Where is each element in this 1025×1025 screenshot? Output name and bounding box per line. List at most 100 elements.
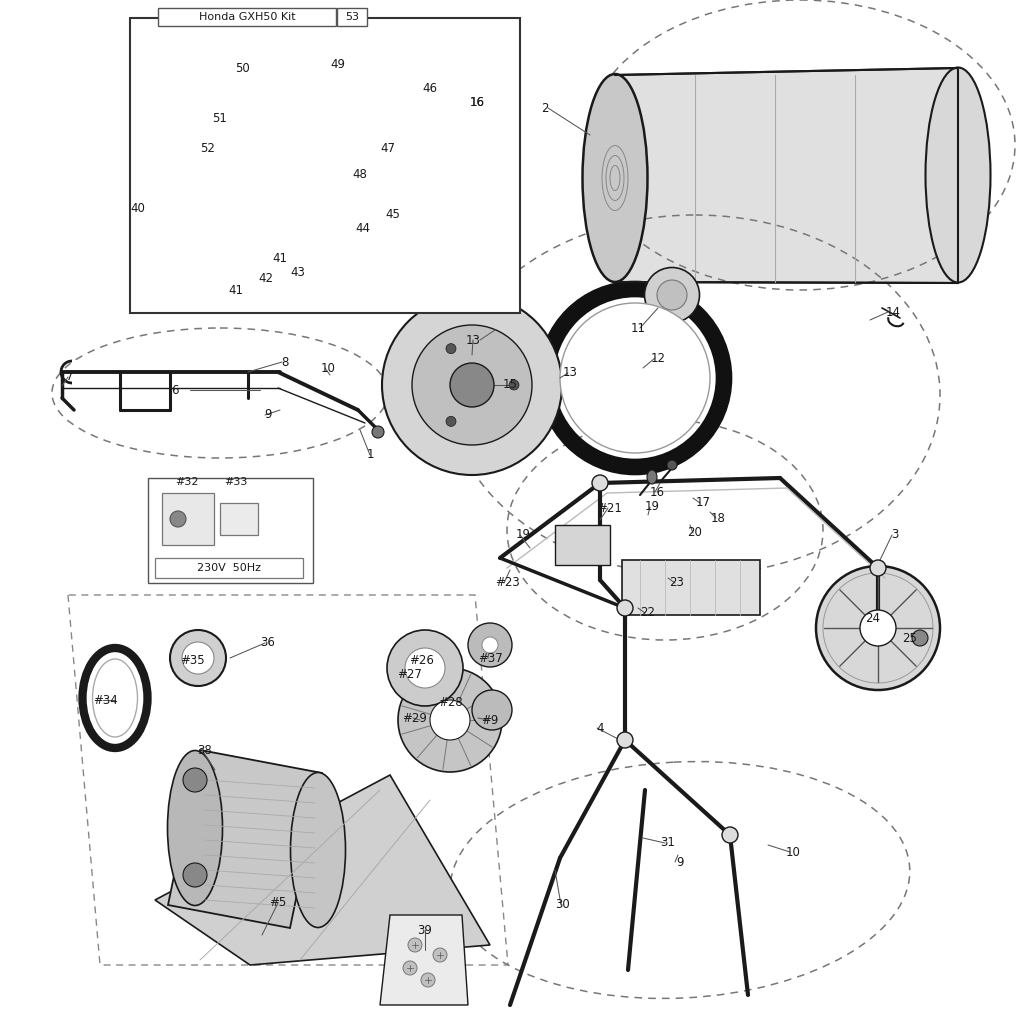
Polygon shape <box>215 65 375 270</box>
Text: #5: #5 <box>270 897 287 909</box>
Text: 10: 10 <box>321 362 335 374</box>
Text: #37: #37 <box>478 652 502 664</box>
Text: 9: 9 <box>264 409 272 421</box>
Circle shape <box>408 938 422 952</box>
Bar <box>130 18 520 313</box>
Text: #33: #33 <box>224 477 247 487</box>
Circle shape <box>482 637 498 653</box>
Text: 18: 18 <box>710 511 726 525</box>
Text: 19: 19 <box>516 529 531 541</box>
Circle shape <box>446 343 456 354</box>
Bar <box>155 558 303 578</box>
Text: #9: #9 <box>482 713 499 727</box>
Text: Honda GXH50 Kit: Honda GXH50 Kit <box>199 12 295 22</box>
Circle shape <box>472 690 512 730</box>
Text: 51: 51 <box>212 112 228 124</box>
Ellipse shape <box>647 470 657 484</box>
Circle shape <box>372 426 384 438</box>
Text: #27: #27 <box>398 668 422 682</box>
Circle shape <box>667 460 676 470</box>
Ellipse shape <box>582 74 648 282</box>
Text: 52: 52 <box>201 141 215 155</box>
Circle shape <box>340 165 360 184</box>
Text: 22: 22 <box>641 607 656 619</box>
Text: 6: 6 <box>171 383 178 397</box>
Circle shape <box>400 47 510 157</box>
Text: 49: 49 <box>330 58 345 72</box>
Ellipse shape <box>645 268 699 323</box>
Text: 20: 20 <box>688 527 702 539</box>
Text: 47: 47 <box>380 141 396 155</box>
Circle shape <box>912 630 928 646</box>
Text: #34: #34 <box>92 694 118 706</box>
Text: 25: 25 <box>903 631 917 645</box>
Text: 39: 39 <box>417 924 433 937</box>
Ellipse shape <box>167 750 222 905</box>
Circle shape <box>870 560 886 576</box>
Text: 15: 15 <box>502 378 518 392</box>
Text: #26: #26 <box>410 654 435 666</box>
Circle shape <box>387 630 463 706</box>
Circle shape <box>433 80 477 124</box>
Text: 9: 9 <box>676 856 684 868</box>
Circle shape <box>362 197 398 233</box>
Bar <box>337 8 367 26</box>
Circle shape <box>182 642 214 674</box>
Text: 36: 36 <box>260 637 276 650</box>
Circle shape <box>382 295 562 475</box>
Text: 1: 1 <box>366 449 374 461</box>
Text: 42: 42 <box>258 272 274 285</box>
Circle shape <box>722 827 738 843</box>
Ellipse shape <box>92 659 137 737</box>
Polygon shape <box>555 525 610 565</box>
Polygon shape <box>622 560 760 615</box>
Polygon shape <box>215 65 375 130</box>
Circle shape <box>183 768 207 792</box>
Circle shape <box>617 600 633 616</box>
Polygon shape <box>170 62 178 72</box>
Polygon shape <box>380 915 468 1004</box>
Bar <box>148 478 313 583</box>
Circle shape <box>450 363 494 407</box>
Ellipse shape <box>290 773 345 928</box>
Text: 10: 10 <box>785 846 801 859</box>
Circle shape <box>430 700 470 740</box>
Text: 8: 8 <box>281 356 289 369</box>
Circle shape <box>405 648 445 688</box>
Circle shape <box>412 325 532 445</box>
Circle shape <box>816 566 940 690</box>
Circle shape <box>170 630 226 686</box>
Text: 11: 11 <box>630 322 646 334</box>
Text: 13: 13 <box>563 367 577 379</box>
Circle shape <box>433 948 447 962</box>
Text: 13: 13 <box>465 333 481 346</box>
Text: 16: 16 <box>650 486 664 498</box>
Text: 53: 53 <box>345 12 359 22</box>
Text: 41: 41 <box>229 284 244 296</box>
Text: 2: 2 <box>541 101 548 115</box>
Ellipse shape <box>163 68 184 123</box>
Bar <box>162 493 214 545</box>
Text: 3: 3 <box>892 529 899 541</box>
Text: 14: 14 <box>886 305 901 319</box>
Text: 23: 23 <box>669 576 685 589</box>
Text: #23: #23 <box>495 576 520 589</box>
Text: 46: 46 <box>422 82 438 94</box>
Circle shape <box>398 668 502 772</box>
Text: 12: 12 <box>651 352 665 365</box>
Circle shape <box>509 380 519 390</box>
Text: 30: 30 <box>556 899 570 911</box>
Bar <box>220 503 258 535</box>
Text: 44: 44 <box>356 221 370 235</box>
Text: #21: #21 <box>598 501 622 515</box>
Text: 17: 17 <box>696 496 710 509</box>
Circle shape <box>446 416 456 426</box>
Text: 48: 48 <box>353 168 367 181</box>
Text: 7: 7 <box>67 370 74 383</box>
Text: 24: 24 <box>865 612 880 624</box>
Circle shape <box>403 961 417 975</box>
Circle shape <box>183 863 207 887</box>
Text: 16: 16 <box>469 96 485 110</box>
Text: 43: 43 <box>290 265 305 279</box>
Text: #28: #28 <box>438 697 462 709</box>
